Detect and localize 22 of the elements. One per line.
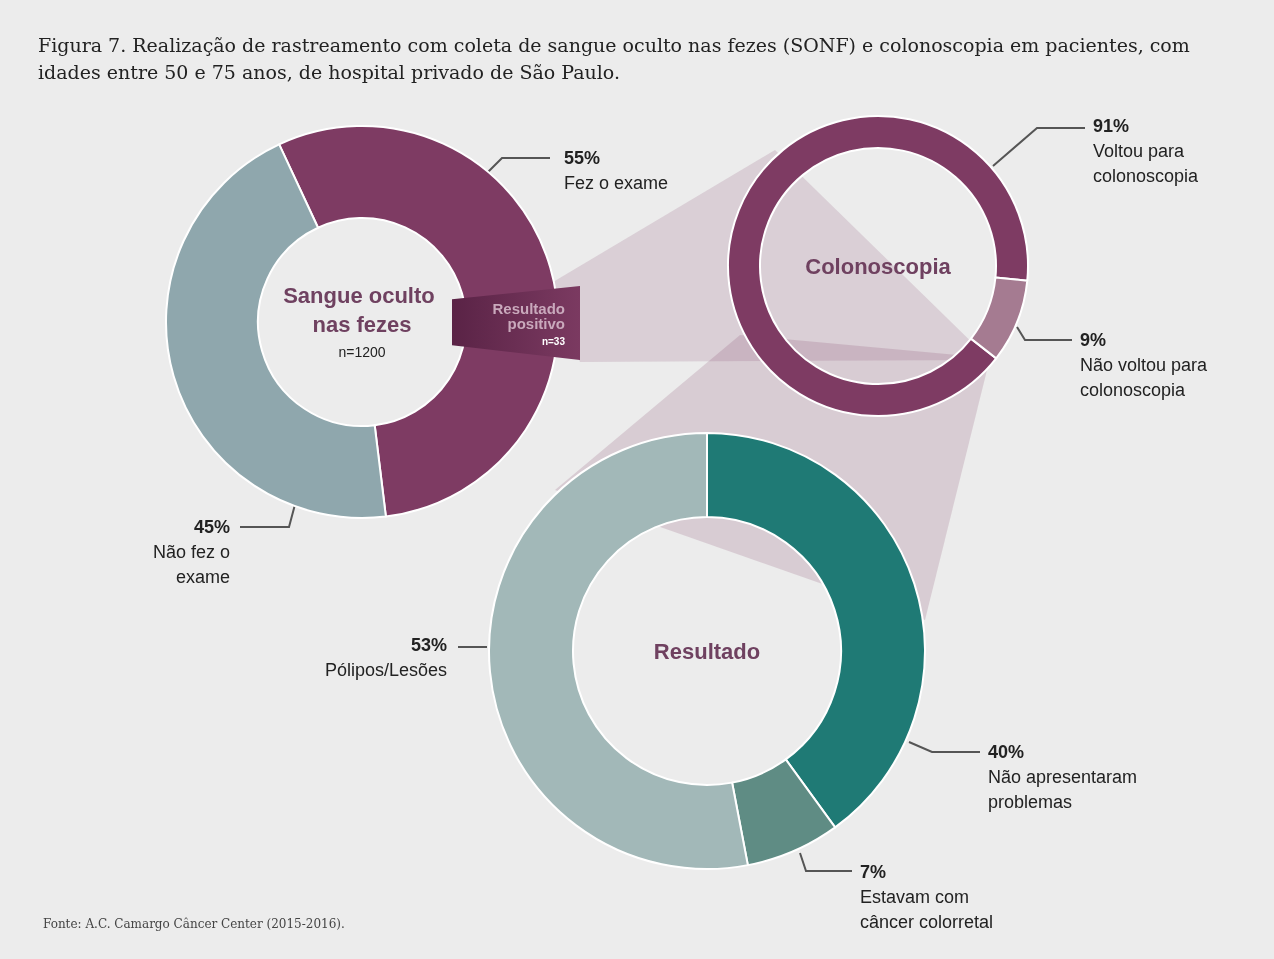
text: Resultado	[653, 638, 761, 664]
text: Sangue oculto nas fezes	[283, 283, 441, 337]
text: Colonoscopia	[805, 253, 952, 279]
slice-label: Não apresentaram problemas	[988, 766, 1139, 814]
data-label: 53%	[409, 634, 447, 657]
data-label: 9%	[1080, 329, 1107, 352]
text: n=1200	[338, 344, 386, 360]
data-label: 55%	[564, 147, 602, 170]
slice-label: Pólipos/Lesões	[323, 659, 447, 682]
slice-label: Fez o exame	[564, 172, 670, 195]
source-note: Fonte: A.C. Camargo Câncer Center (2015-2016).	[43, 917, 345, 931]
data-label: 40%	[988, 741, 1026, 764]
slice-label: Não fez o exame	[151, 541, 230, 589]
text: n=33	[540, 336, 565, 347]
text: Resultado positivo	[491, 300, 565, 332]
chart-title: Figura 7. Realização de rastreamento com coleta de sangue oculto nas fezes (SONF) e colonoscopia em pacientes, com idades entre 50 e 75 anos, de hospital privado de São Paulo.	[38, 33, 1191, 85]
slice-label: Estavam com câncer colorretal	[860, 886, 995, 934]
slice-label: Voltou para colonoscopia	[1093, 140, 1200, 188]
data-label: 91%	[1093, 115, 1131, 138]
data-label: 45%	[192, 516, 230, 539]
slice-label: Não voltou para colonoscopia	[1080, 354, 1209, 402]
data-label: 7%	[860, 861, 887, 884]
